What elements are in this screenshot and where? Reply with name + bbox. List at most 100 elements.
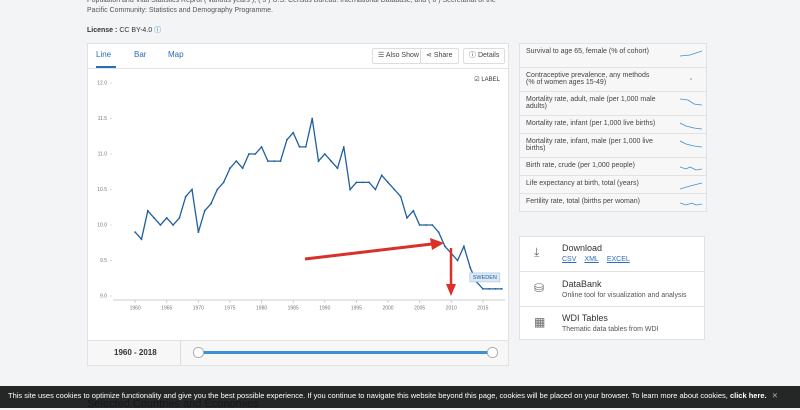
data-point xyxy=(355,181,358,184)
y-tick-label: 11.0 xyxy=(98,151,108,157)
data-point xyxy=(159,224,162,226)
data-point xyxy=(323,153,326,155)
indicator[interactable]: Mortality rate, infant (per 1,000 live b… xyxy=(520,116,706,134)
download-format[interactable]: CSV xyxy=(562,256,577,263)
sparkline xyxy=(680,202,702,206)
range-label: 1960 - 2018 xyxy=(114,348,157,357)
data-point xyxy=(444,245,446,248)
line-chart: 9.0 9.5 10.0 10.5 11.0 11.5 12.0 1960 1965 1970 19… xyxy=(97,80,505,311)
close[interactable]: ✕ xyxy=(771,391,778,400)
x-tick-label: 1970 xyxy=(193,305,204,311)
data-point xyxy=(349,188,351,191)
data-point xyxy=(368,181,370,184)
action-label: Also Show xyxy=(385,52,419,59)
databank-description: Online tool for visualization and analys… xyxy=(562,292,687,299)
cookie-banner: This site uses cookies to optimize funct… xyxy=(0,386,800,408)
data-point xyxy=(153,217,155,219)
data-point xyxy=(172,224,174,226)
wdi-title[interactable]: WDI Tables xyxy=(562,313,608,323)
sparkline-path xyxy=(680,50,702,57)
x-tick-label: 1965 xyxy=(161,305,172,311)
data-point xyxy=(229,167,231,170)
data-point xyxy=(235,160,238,162)
data-point xyxy=(425,224,427,226)
slider-handle[interactable] xyxy=(487,347,498,358)
divider xyxy=(88,68,508,69)
data-point xyxy=(254,153,257,155)
sparkline xyxy=(680,182,702,190)
indicator[interactable]: Contraceptive prevalence, any methods (%… xyxy=(520,68,706,92)
data-point xyxy=(393,188,396,191)
slider-handle[interactable] xyxy=(193,347,204,358)
data-point xyxy=(285,138,288,141)
x-tick-label: 2010 xyxy=(446,305,457,311)
data-point xyxy=(387,181,389,184)
data-point xyxy=(260,146,263,148)
data-point xyxy=(279,160,282,162)
download-format[interactable]: XML xyxy=(584,256,599,263)
data-point xyxy=(216,188,219,191)
tab[interactable]: Map xyxy=(168,50,184,59)
data-point xyxy=(140,238,143,241)
divider xyxy=(520,271,704,272)
indicator[interactable]: Mortality rate, infant, male (per 1,000 … xyxy=(520,134,706,158)
x-tick-label: 1985 xyxy=(288,305,299,311)
label-toggle-text: LABEL xyxy=(481,77,500,83)
range-slider[interactable] xyxy=(198,351,493,354)
chart-card: ☑ LABEL Line Bar Map ☰ Also Show ⋖ Share ⓘ De… xyxy=(87,43,509,343)
action-button[interactable]: ⓘ Details xyxy=(463,48,506,64)
indicator[interactable]: Life expectancy at birth, total (years) xyxy=(520,176,706,194)
indicator[interactable]: Fertility rate, total (births per woman) xyxy=(520,194,706,212)
data-point xyxy=(317,160,320,162)
tab[interactable]: Bar xyxy=(134,50,147,59)
y-tick-label: 10.5 xyxy=(97,187,107,193)
data-point xyxy=(191,188,193,191)
download-title[interactable]: Download xyxy=(562,243,603,253)
data-point xyxy=(500,288,503,290)
indicator[interactable]: Birth rate, crude (per 1,000 people) xyxy=(520,158,706,176)
action-button[interactable]: ☰ Also Show xyxy=(372,48,425,64)
data-point xyxy=(298,146,301,148)
data-point xyxy=(342,146,345,148)
data-point xyxy=(267,160,269,162)
indicator[interactable]: Survival to age 65, female (% of cohort) xyxy=(520,44,706,68)
x-tick-label: 1975 xyxy=(224,305,235,311)
databank-icon: ⛁ xyxy=(534,281,545,295)
data-point xyxy=(311,117,314,120)
data-point xyxy=(336,167,339,170)
y-tick-label: 10.0 xyxy=(97,222,107,228)
databank-title[interactable]: DataBank xyxy=(562,279,602,289)
action-label: Share xyxy=(433,52,453,59)
data-point xyxy=(134,231,137,234)
cookie-link[interactable]: click here. xyxy=(729,391,767,400)
indicator[interactable]: Mortality rate, adult, male (per 1,000 m… xyxy=(520,92,706,116)
data-point xyxy=(450,252,453,255)
data-point xyxy=(380,174,383,177)
action-label: Details xyxy=(477,52,500,59)
data-point xyxy=(203,209,206,212)
sparkline xyxy=(680,122,702,130)
sparkline-path xyxy=(680,166,702,171)
data-point xyxy=(412,209,415,212)
data-point xyxy=(406,217,408,219)
label-toggle[interactable]: ☑ LABEL xyxy=(474,77,500,83)
data-point xyxy=(437,231,440,234)
download-format[interactable]: EXCEL xyxy=(606,256,630,263)
sparkline xyxy=(690,78,692,80)
indicator-label: Contraceptive prevalence, any methods (%… xyxy=(526,72,650,86)
action-button[interactable]: ⋖ Share xyxy=(420,48,459,64)
x-tick-label: 1990 xyxy=(319,305,330,311)
data-point xyxy=(241,167,244,170)
data-point xyxy=(292,131,295,134)
x-tick-label: 1960 xyxy=(130,305,141,311)
cookie-text: This site uses cookies to optimize funct… xyxy=(8,391,728,400)
wdi-description: Thematic data tables from WDI xyxy=(562,326,659,333)
indicator-label: Mortality rate, adult, male (per 1,000 m… xyxy=(526,96,656,110)
sparkline xyxy=(680,140,702,148)
indicator-label: Mortality rate, infant (per 1,000 live b… xyxy=(526,120,656,127)
sparkline-path xyxy=(680,202,702,206)
tab[interactable]: Line xyxy=(96,50,112,59)
y-tick-label: 9.0 xyxy=(100,293,107,299)
data-point xyxy=(165,217,168,219)
